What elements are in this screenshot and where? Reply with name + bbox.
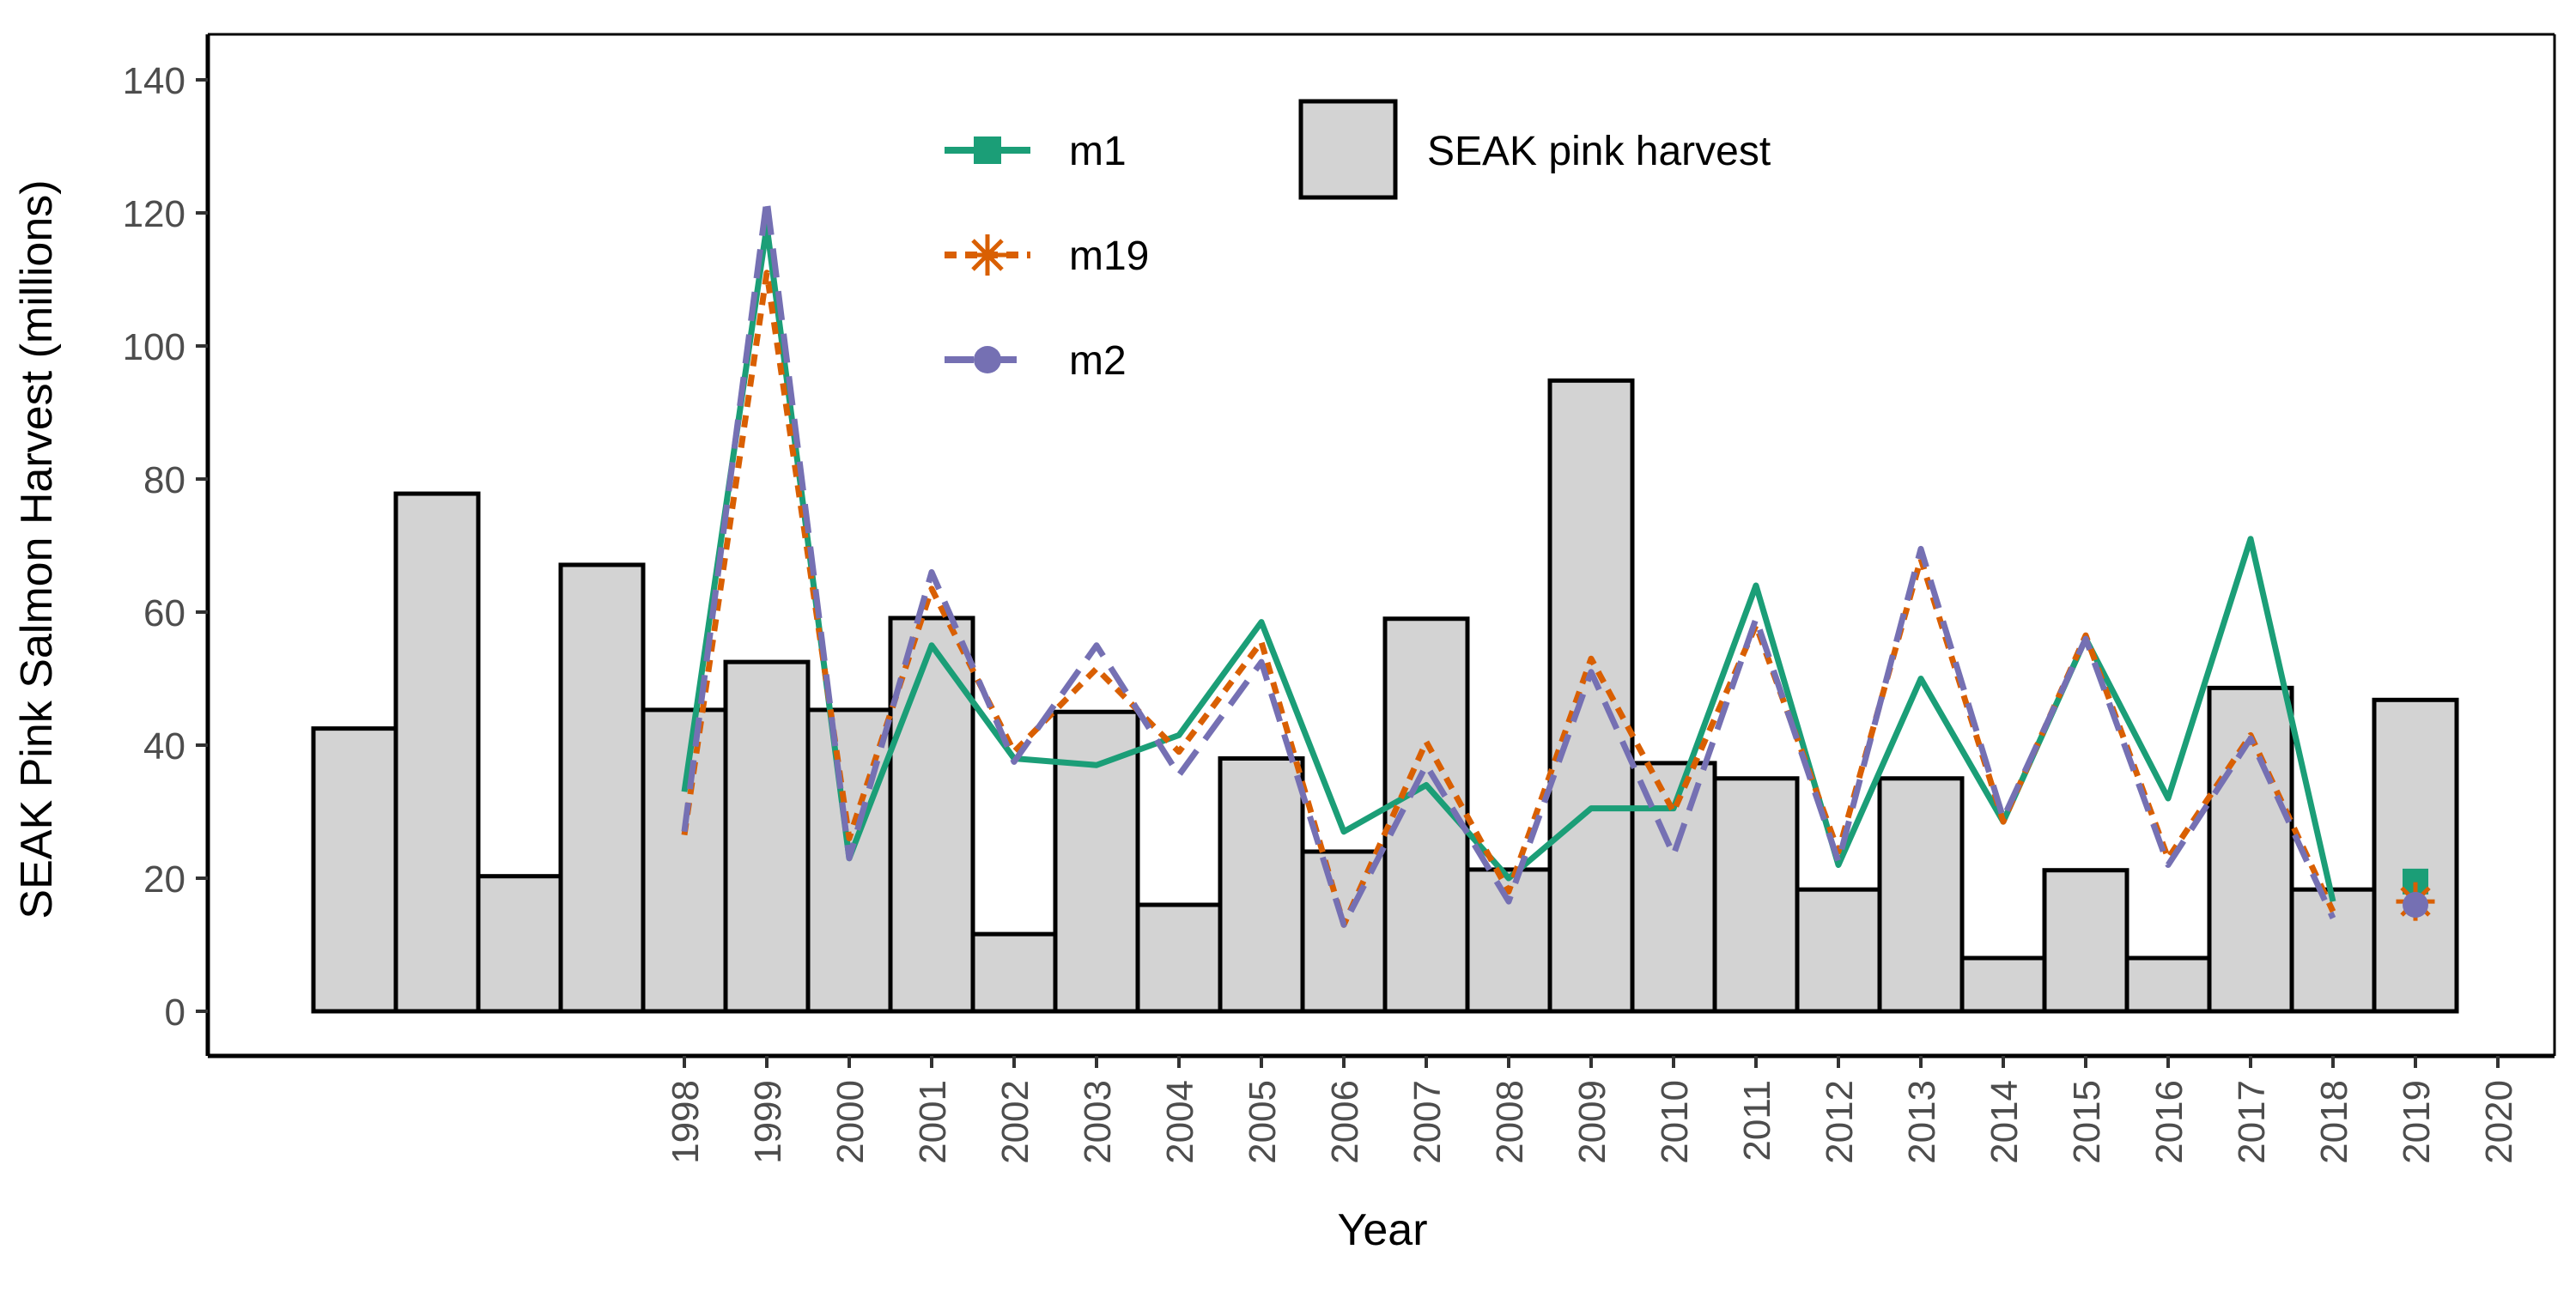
y-tick-label: 140: [123, 60, 185, 102]
harvest-bar: [2042, 868, 2129, 1014]
y-tick-label: 80: [143, 459, 185, 501]
legend-label-m2: m2: [1069, 338, 1127, 384]
x-tick-label: 2007: [1406, 1080, 1449, 1164]
legend-label-m19: m19: [1069, 234, 1149, 279]
y-tick-label: 20: [143, 858, 185, 901]
legend-key-bar: [1298, 99, 1398, 200]
x-tick-label: 2004: [1159, 1080, 1201, 1164]
x-tick-label: 2016: [2148, 1080, 2190, 1164]
x-tick-label: 2008: [1489, 1080, 1531, 1164]
y-tick-label: 60: [143, 592, 185, 634]
x-tick-label: 2012: [1819, 1080, 1861, 1164]
x-tick-label: 2014: [1984, 1080, 2026, 1164]
x-tick-label: 2015: [2066, 1080, 2108, 1164]
series-line-m19: [681, 270, 2336, 928]
x-tick-label: 2013: [1901, 1080, 1943, 1164]
y-axis-title: SEAK Pink Salmon Harvest (millions): [12, 179, 62, 919]
legend-label-bar: SEAK pink harvest: [1427, 129, 1771, 174]
harvest-bar: [1465, 867, 1552, 1014]
series-line-m2: [681, 197, 2336, 928]
harvest-bar: [641, 707, 728, 1014]
x-tick-label: 2019: [2396, 1080, 2438, 1164]
legend-label-m1: m1: [1069, 129, 1127, 174]
harvest-bar: [2124, 955, 2212, 1014]
harvest-bar: [1547, 378, 1635, 1014]
axes-layer: 0 20 40 60 80 100 120 140 1998 1999 2000 2001 2002 20…: [123, 33, 2556, 1164]
x-tick-label: 2018: [2313, 1080, 2355, 1164]
harvest-bar: [558, 562, 646, 1014]
legend-key-marker-m1: [974, 136, 1001, 164]
harvest-bar: [2372, 697, 2459, 1014]
y-tick-label: 100: [123, 326, 185, 368]
harvest-bar: [1712, 776, 1800, 1014]
harvest-bar: [1218, 756, 1305, 1014]
series-line-m1: [681, 223, 2336, 902]
y-tick-label: 120: [123, 193, 185, 235]
lines-layer: [681, 197, 2435, 928]
harvest-bar: [311, 726, 398, 1014]
x-tick-label: 2006: [1324, 1080, 1366, 1164]
x-tick-label: 2005: [1242, 1080, 1284, 1164]
bars-layer: [311, 378, 2459, 1014]
harvest-bar: [393, 491, 481, 1014]
x-tick-label: 2003: [1077, 1080, 1119, 1164]
x-tick-label: 2011: [1736, 1080, 1778, 1162]
harvest-bar: [1795, 887, 1882, 1014]
legend-key-marker-m2: [974, 346, 1001, 373]
y-tick-label: 40: [143, 725, 185, 767]
x-tick-label: 2017: [2231, 1080, 2273, 1164]
harvest-bar: [970, 931, 1058, 1014]
x-tick-label: 2010: [1654, 1080, 1696, 1164]
x-tick-label: 1999: [747, 1080, 789, 1164]
x-tick-label: 2000: [829, 1080, 872, 1164]
x-axis-title: Year: [1337, 1205, 1427, 1255]
x-tick-label: 2001: [912, 1080, 954, 1164]
harvest-bar: [723, 659, 811, 1014]
harvest-bar: [1135, 902, 1223, 1014]
legend-key-marker-m19: [967, 234, 1008, 276]
harvest-bar: [1959, 955, 2047, 1014]
x-tick-label: 2020: [2478, 1080, 2520, 1164]
legend: m1 m19 m2 SEAK pink harvest: [945, 99, 1771, 384]
x-tick-label: 1998: [665, 1080, 707, 1164]
forecast-marker-m2: [2403, 892, 2428, 918]
y-tick-label: 0: [165, 992, 185, 1034]
harvest-bar: [1300, 849, 1388, 1014]
x-tick-label: 2002: [994, 1080, 1036, 1164]
x-tick-label: 2009: [1571, 1080, 1613, 1164]
harvest-bar: [476, 874, 563, 1014]
harvest-bar: [1877, 776, 1965, 1014]
